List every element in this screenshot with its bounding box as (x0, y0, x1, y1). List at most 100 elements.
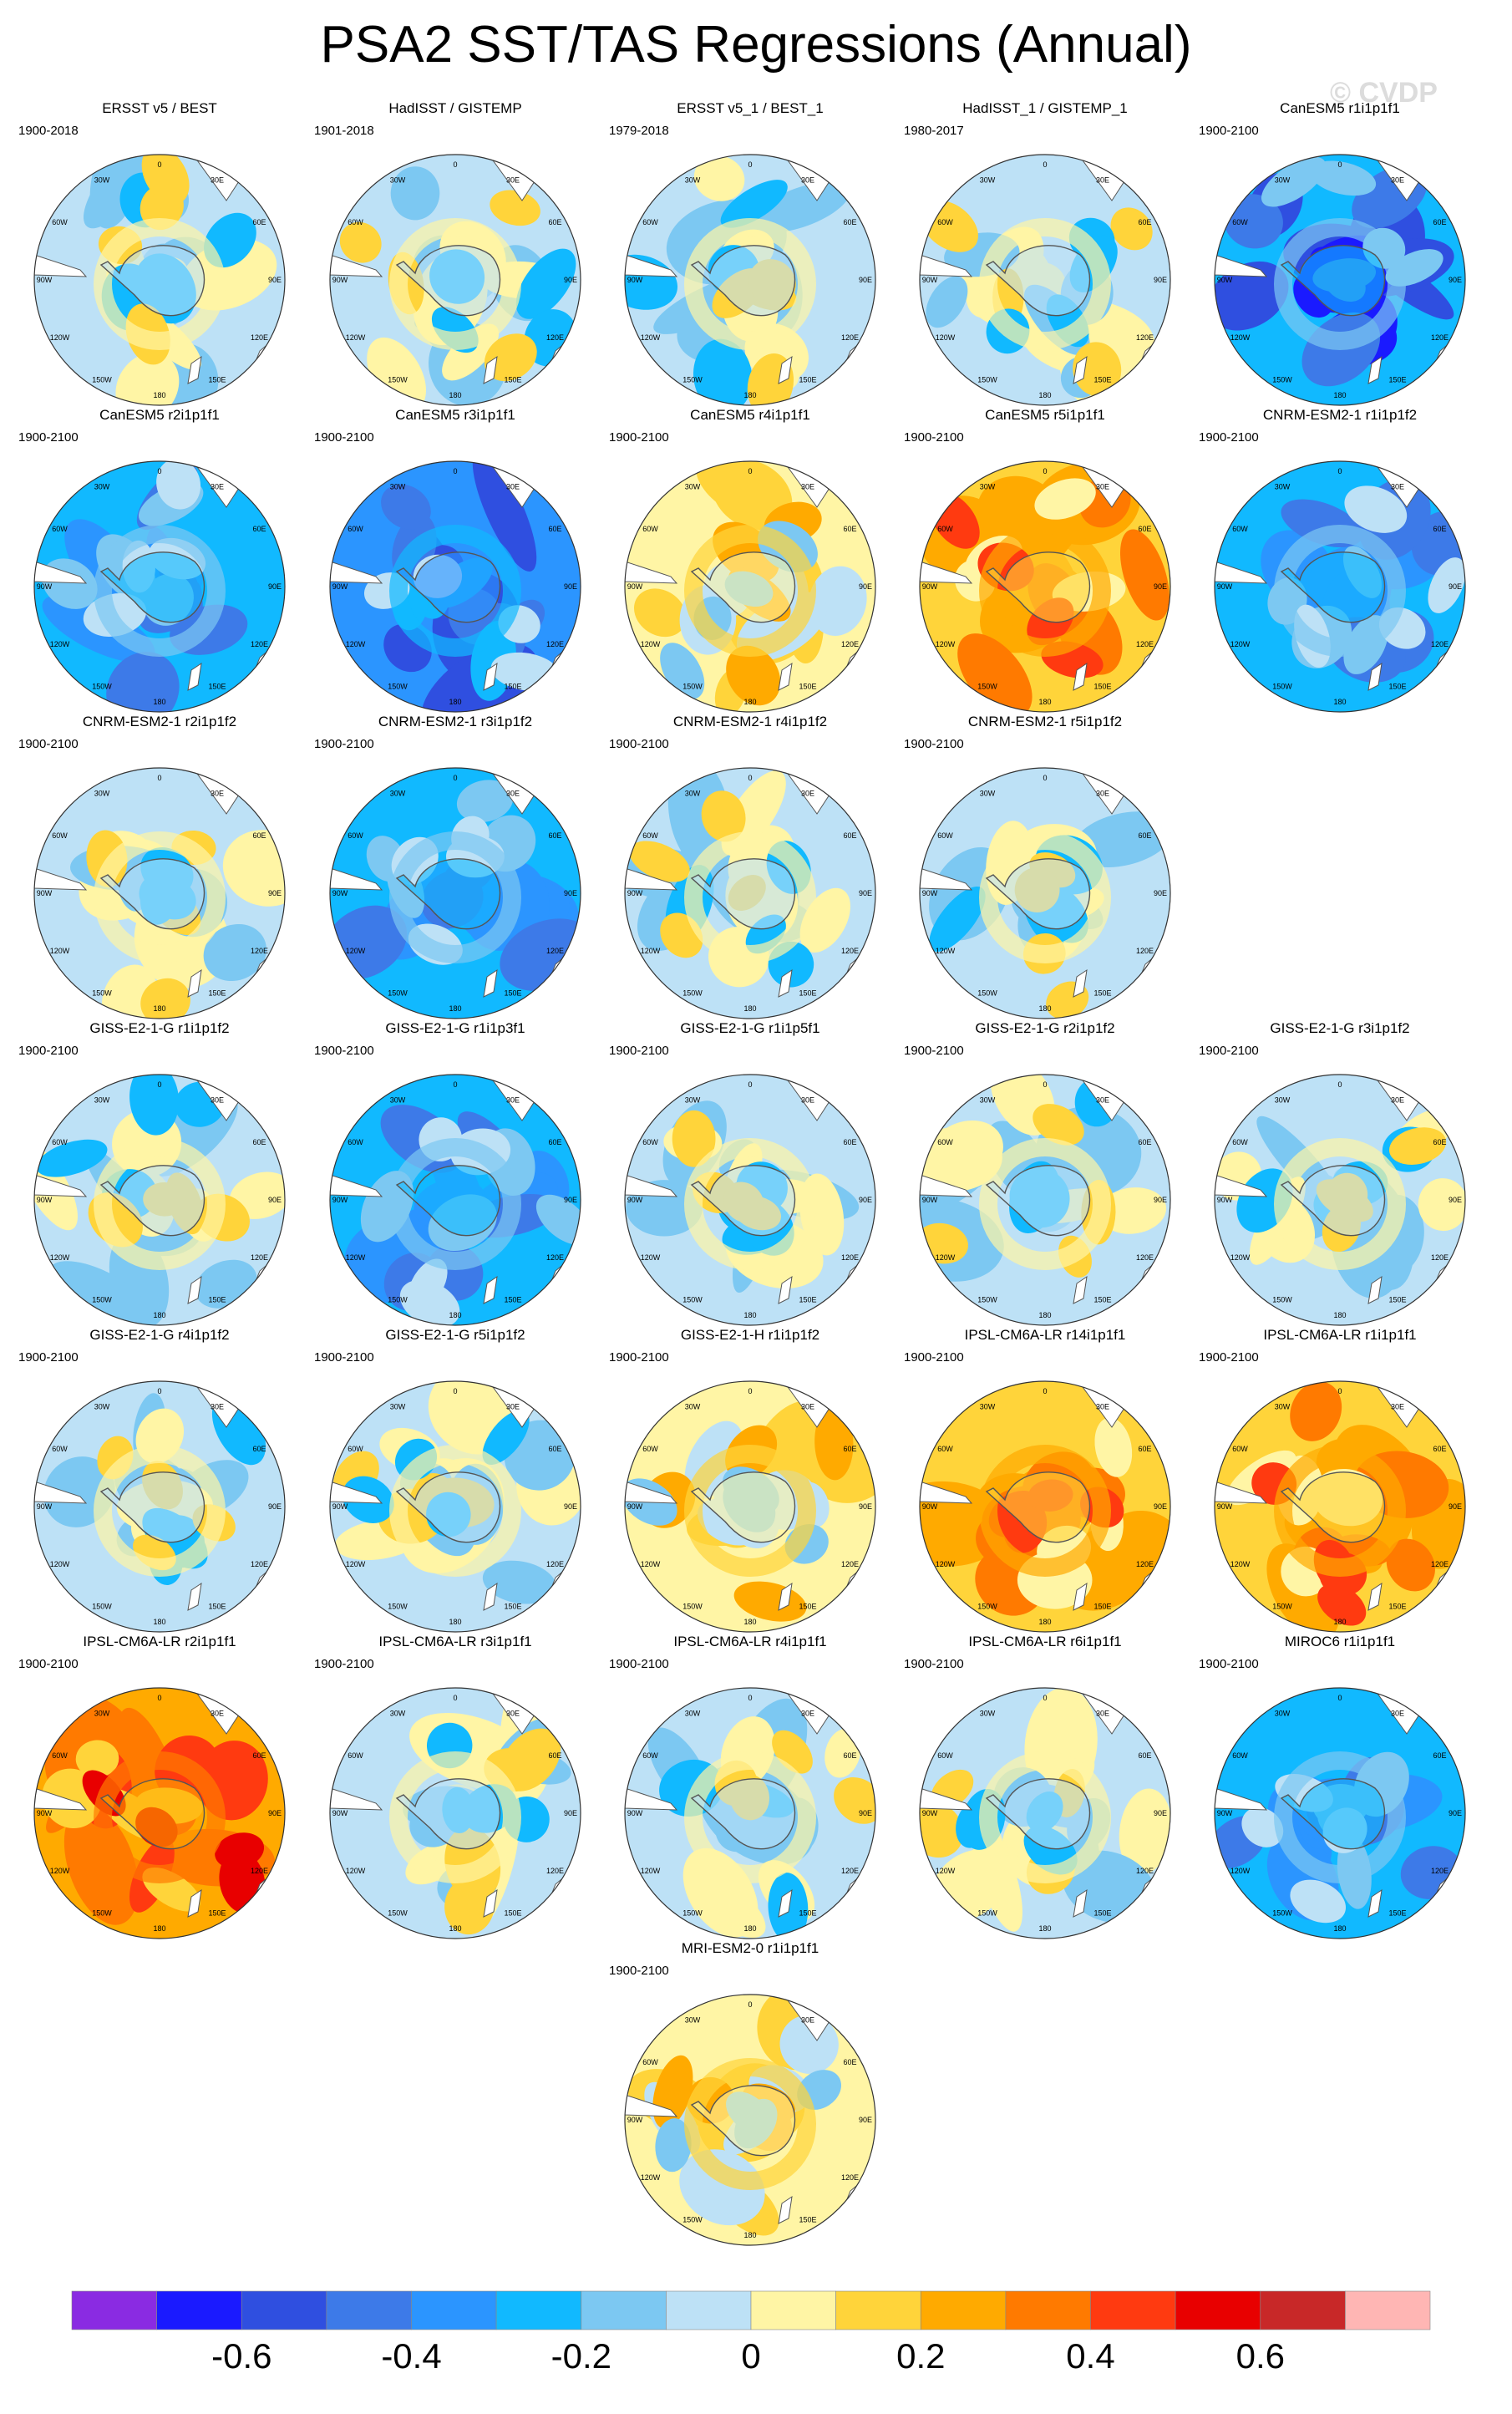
panel-title: ERSST v5_1 / BEST_1 (677, 100, 824, 116)
panel-period: 1900-2100 (609, 1657, 669, 1671)
southern-ocean-band (94, 1751, 226, 1883)
south-america-landmass (625, 561, 678, 584)
longitude-label: 90W (922, 889, 938, 897)
anomaly-region (1224, 194, 1283, 249)
longitude-label: 120W (1230, 1253, 1251, 1262)
southern-ocean-band (1274, 1138, 1406, 1270)
anomaly-field (330, 461, 581, 712)
anomaly-region (693, 155, 745, 201)
polar-map: 0 30E 60E 90E 120E 150E 180 150W 120W 90W 60W 30W (329, 1074, 581, 1326)
map-panel: CNRM-ESM2-1 r2i1p1f2 1900-2100 0 30E 60E 90E 1… (13, 714, 306, 1023)
longitude-label: 150E (1388, 1603, 1406, 1611)
longitude-label: 90W (1217, 1196, 1233, 1204)
map-panel: ERSST v5 / BEST 1900-2018 0 30E 60E 90E 120E 15… (13, 100, 306, 409)
map-panel: IPSL-CM6A-LR r3i1p1f1 1900-2100 0 30E 60E 90E… (309, 1634, 601, 1943)
anomaly-field (34, 155, 285, 405)
longitude-label: 150E (1388, 683, 1406, 691)
panel-title: CNRM-ESM2-1 r4i1p1f2 (672, 714, 828, 729)
panel-title: GISS-E2-1-G r1i1p5f1 (680, 1020, 820, 1036)
longitude-label: 180 (153, 1924, 165, 1933)
panel-title: MRI-ESM2-0 r1i1p1f1 (681, 1940, 819, 1956)
longitude-label: 60E (1138, 525, 1151, 533)
colorbar-swatch (326, 2290, 412, 2330)
longitude-label: 150W (682, 989, 703, 998)
panel-title: CanESM5 r5i1p1f1 (985, 407, 1105, 423)
new-zealand-landmass (187, 968, 202, 998)
panel-period: 1900-2100 (18, 1044, 79, 1058)
anomaly-region (1344, 485, 1408, 533)
longitude-label: 60W (348, 1751, 363, 1760)
anomaly-region (222, 830, 285, 907)
longitude-label: 150E (1388, 1909, 1406, 1918)
map-border (919, 1380, 1171, 1633)
longitude-label: 60W (937, 831, 953, 840)
colorbar-swatch (750, 2290, 836, 2330)
longitude-label: 0 (1337, 1387, 1342, 1395)
antarctica-coastline (1280, 245, 1386, 317)
anomaly-field (625, 461, 875, 712)
colorbar-tick-label: -0.6 (211, 2336, 271, 2376)
longitude-label: 90W (922, 1196, 938, 1204)
longitude-label: 90E (268, 1196, 282, 1204)
panel-title: CNRM-ESM2-1 r3i1p1f2 (378, 714, 533, 729)
anomaly-region (814, 1405, 854, 1481)
longitude-label: 30W (685, 790, 701, 798)
map-panel: GISS-E2-1-G r3i1p1f2 1900-2100 0 30E 60E 90E 1… (1194, 1020, 1486, 1329)
antarctica-coastline (690, 1778, 796, 1850)
longitude-label: 90E (564, 889, 577, 897)
panel-period: 1900-2100 (1199, 124, 1259, 138)
longitude-label: 150W (682, 2216, 703, 2224)
longitude-label: 90E (564, 1809, 577, 1817)
longitude-label: 120E (841, 333, 859, 342)
longitude-label: 120E (546, 1253, 564, 1262)
anomaly-region (1309, 160, 1377, 196)
polar-map: 0 30E 60E 90E 120E 150E 180 150W 120W 90W 60W 30W (33, 767, 286, 1019)
longitude-label: 120E (841, 1253, 859, 1262)
longitude-label: 150E (799, 989, 816, 998)
panel-title: HadISST_1 / GISTEMP_1 (962, 100, 1128, 116)
anomaly-field (1215, 1381, 1465, 1632)
panel-period: 1900-2100 (904, 1657, 964, 1671)
map-panel: IPSL-CM6A-LR r4i1p1f1 1900-2100 0 30E 60E 90E… (604, 1634, 896, 1943)
longitude-label: 60W (348, 525, 363, 533)
longitude-label: 0 (453, 1387, 457, 1395)
south-america-landmass (330, 1787, 383, 1811)
longitude-label: 120W (641, 1560, 661, 1568)
colorbar-tick-label: 0.4 (1066, 2336, 1114, 2376)
anomaly-field (920, 155, 1170, 405)
longitude-label: 120E (546, 640, 564, 648)
longitude-label: 30W (1275, 483, 1291, 491)
south-america-landmass (330, 254, 383, 277)
longitude-label: 90E (564, 1196, 577, 1204)
longitude-label: 150E (208, 1603, 226, 1611)
anomaly-region (1034, 478, 1096, 520)
longitude-label: 0 (1043, 1387, 1047, 1395)
map-border (624, 1380, 876, 1633)
longitude-label: 0 (1337, 1080, 1342, 1089)
anomaly-region (1215, 261, 1289, 331)
anomaly-field (34, 768, 285, 1019)
longitude-label: 180 (449, 1618, 461, 1626)
longitude-label: 150E (799, 1909, 816, 1918)
longitude-label: 90W (37, 1809, 53, 1817)
longitude-label: 150E (504, 1603, 521, 1611)
longitude-label: 30E (1096, 790, 1109, 798)
anomaly-region (1119, 1788, 1170, 1875)
longitude-label: 90E (859, 276, 872, 284)
south-america-landmass (920, 561, 973, 584)
panel-title: GISS-E2-1-G r5i1p1f2 (385, 1327, 525, 1343)
longitude-label: 150W (1272, 1296, 1292, 1304)
southern-ocean-band (684, 1138, 816, 1270)
longitude-label: 60W (937, 525, 953, 533)
new-zealand-landmass (483, 355, 498, 384)
longitude-label: 120E (1431, 1560, 1449, 1568)
longitude-label: 150W (1272, 683, 1292, 691)
anomaly-field (920, 461, 1170, 712)
longitude-label: 60E (252, 1138, 266, 1146)
longitude-label: 0 (1043, 160, 1047, 169)
longitude-label: 150E (208, 1296, 226, 1304)
longitude-label: 120E (841, 947, 859, 955)
longitude-label: 30E (801, 2016, 814, 2025)
longitude-label: 120E (251, 1253, 268, 1262)
longitude-label: 90E (1154, 1196, 1167, 1204)
